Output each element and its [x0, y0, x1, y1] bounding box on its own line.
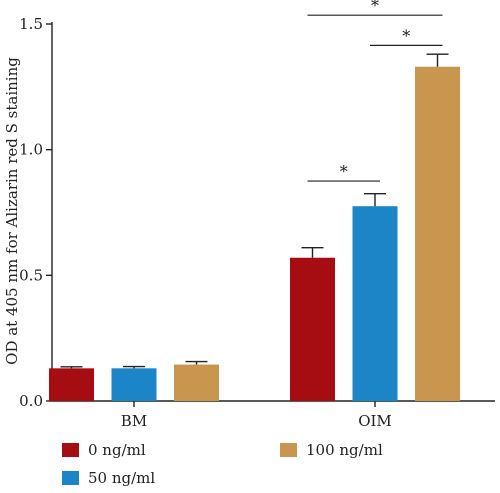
y-ticks: 0.0 0.5 1.0 1.5 [19, 15, 52, 410]
bar [174, 364, 219, 401]
bar [290, 257, 335, 401]
y-tick-label: 1.5 [19, 15, 43, 33]
x-tick-label: BM [121, 412, 147, 430]
legend-swatch [280, 443, 297, 457]
y-tick-label: 0.5 [19, 266, 43, 284]
legend-swatch [62, 471, 79, 485]
bars [49, 66, 460, 401]
legend-label: 0 ng/ml [88, 441, 146, 459]
bar [49, 368, 94, 401]
x-ticks: BM OIM [121, 401, 392, 430]
significance-label: * [340, 162, 348, 181]
significance-label: * [402, 26, 410, 45]
legend-label: 100 ng/ml [306, 441, 383, 459]
y-tick-label: 1.0 [19, 141, 43, 159]
bar [352, 206, 398, 401]
legend-label: 50 ng/ml [88, 469, 155, 487]
significance-annotations: * * * [307, 0, 443, 182]
error-bars [60, 53, 449, 369]
bar [111, 368, 157, 401]
legend-swatch [62, 443, 79, 457]
y-tick-label: 0.0 [19, 392, 43, 410]
significance-label: * [371, 0, 379, 15]
bar [415, 66, 460, 401]
legend: 0 ng/ml 50 ng/ml 100 ng/ml [62, 441, 383, 487]
y-axis-title: OD at 405 nm for Alizarin red S staining [3, 57, 21, 365]
x-tick-label: OIM [358, 412, 392, 430]
